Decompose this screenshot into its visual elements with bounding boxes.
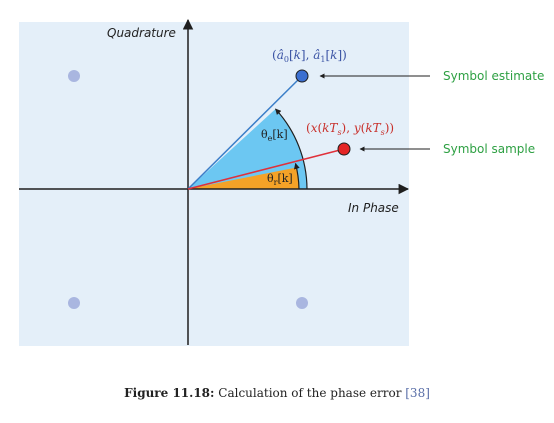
- symbol-estimate-point: [295, 69, 309, 83]
- symbol-estimate-coordinates-label: (â0[k], â1[k]): [272, 48, 347, 64]
- estimate-vector: [187, 75, 303, 190]
- estimate-angle-wedge: [188, 109, 307, 189]
- caption-reference-link[interactable]: [38]: [405, 386, 430, 400]
- constellation-point-top-left: [68, 70, 80, 82]
- theta-r-label: θr[k]: [267, 172, 293, 187]
- symbol-sample-coordinates-label: (x(kTs), y(kTs)): [306, 121, 394, 137]
- caption-text: Calculation of the phase error: [214, 386, 406, 400]
- symbol-estimate-annotation: Symbol estimate: [443, 69, 544, 83]
- sample-vector: [187, 148, 345, 190]
- estimate-angle-arc: [275, 108, 308, 190]
- constellation-point-bottom-right: [296, 297, 308, 309]
- theta-e-label: θe[k]: [261, 128, 288, 143]
- sample-angle-wedge: [188, 167, 299, 189]
- symbol-sample-annotation: Symbol sample: [443, 142, 535, 156]
- quadrature-axis-label: Quadrature: [107, 26, 176, 40]
- constellation-point-bottom-left: [68, 297, 80, 309]
- symbol-sample-point: [337, 142, 351, 156]
- figure-caption: Figure 11.18: Calculation of the phase e…: [0, 386, 554, 400]
- in-phase-axis-label: In Phase: [348, 201, 399, 215]
- caption-figure-number: Figure 11.18:: [124, 386, 215, 400]
